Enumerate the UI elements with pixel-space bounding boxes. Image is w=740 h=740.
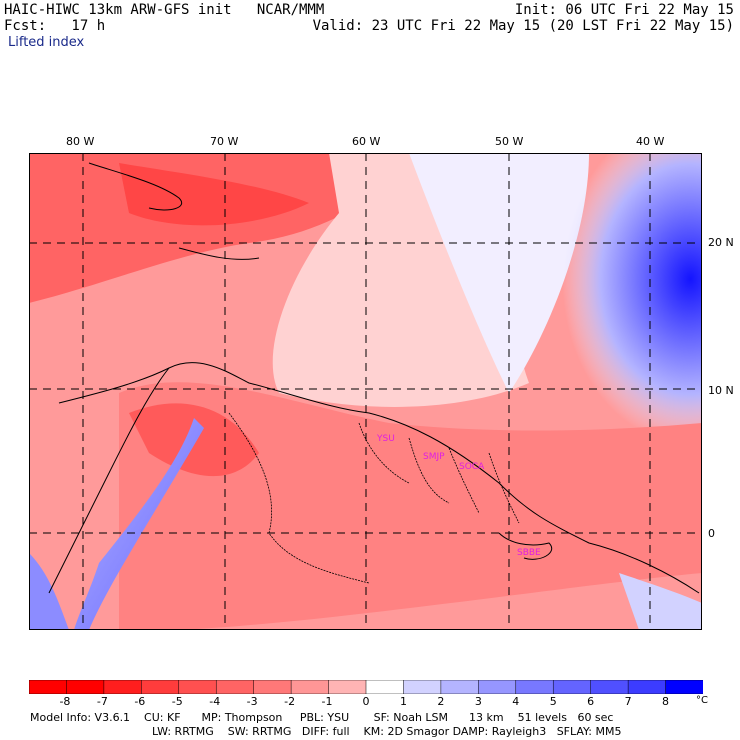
colorbar-label: -3 (246, 695, 258, 708)
header-title: HAIC-HIWC 13km ARW-GFS init NCAR/MMM (4, 2, 325, 18)
colorbar-swatch (552, 680, 592, 694)
colorbar-label: 1 (399, 695, 407, 708)
colorbar-swatch (328, 680, 367, 694)
colorbar-label: -2 (284, 695, 296, 708)
colorbar-swatch (590, 680, 629, 694)
colorbar-label: -6 (134, 695, 146, 708)
colorbar-label: -7 (96, 695, 108, 708)
colorbar-swatch (665, 680, 703, 694)
colorbar-swatch (515, 680, 554, 694)
colorbar-swatch (29, 680, 68, 694)
caribbean-red-area (29, 153, 409, 303)
colorbar-label: -8 (59, 695, 71, 708)
colorbar-label: 3 (474, 695, 482, 708)
colorbar-swatch (215, 680, 255, 694)
colorbar-label: 8 (662, 695, 670, 708)
pacific-blue-corner (29, 553, 69, 630)
colorbar-swatch (440, 680, 480, 694)
lat-label: 20 N (708, 236, 734, 249)
colorbar (29, 680, 703, 694)
model-info-line1: Model Info: V3.6.1 CU: KF MP: Thompson P… (30, 711, 614, 724)
lifted-index-map: YSU SMJP SOCA SBBE (29, 153, 702, 630)
station-label: YSU (376, 434, 395, 444)
colorbar-swatch (627, 680, 667, 694)
station-label: SBBE (517, 548, 541, 558)
lon-label: 50 W (495, 135, 524, 148)
colorbar-swatch (403, 680, 442, 694)
station-label: SMJP (423, 452, 445, 462)
colorbar-label: 7 (624, 695, 632, 708)
colorbar-unit: °C (696, 695, 708, 706)
colorbar-swatch (478, 680, 517, 694)
colorbar-swatch (253, 680, 292, 694)
lon-label: 40 W (636, 135, 665, 148)
colorbar-swatch (178, 680, 217, 694)
valid-time: Valid: 23 UTC Fri 22 May 15 (20 LST Fri … (312, 18, 734, 34)
colorbar-label: 5 (549, 695, 557, 708)
colorbar-label: 6 (587, 695, 595, 708)
south-america-red (119, 382, 702, 630)
lat-label: 0 (708, 527, 715, 540)
coastlines (48, 162, 700, 594)
init-time: Init: 06 UTC Fri 22 May 15 (514, 2, 734, 18)
colorbar-label: 2 (437, 695, 445, 708)
forecast-hour: Fcst: 17 h (4, 18, 106, 34)
andes-blue-streak (74, 418, 204, 630)
southeast-pale-area (619, 573, 702, 630)
colorbar-label: -5 (171, 695, 183, 708)
station-label: SOCA (459, 462, 485, 472)
colorbar-label: 4 (512, 695, 520, 708)
colorbar-swatch (141, 680, 180, 694)
map-frame (29, 153, 702, 630)
field-name: Lifted index (8, 35, 85, 50)
colorbar-label: -4 (209, 695, 221, 708)
model-info-line2: LW: RRTMG SW: RRTMG DIFF: full KM: 2D Sm… (152, 725, 622, 738)
colorbar-swatch (66, 680, 105, 694)
lon-label: 70 W (210, 135, 239, 148)
lat-label: 10 N (708, 384, 734, 397)
colorbar-label: 0 (362, 695, 370, 708)
colorbar-swatch (290, 680, 330, 694)
lon-label: 80 W (66, 135, 95, 148)
stable-blue-area (469, 153, 702, 453)
colorbar-swatch (365, 680, 405, 694)
colorbar-label: -1 (321, 695, 333, 708)
graticule (29, 153, 702, 630)
lon-label: 60 W (352, 135, 381, 148)
colorbar-swatch (103, 680, 143, 694)
